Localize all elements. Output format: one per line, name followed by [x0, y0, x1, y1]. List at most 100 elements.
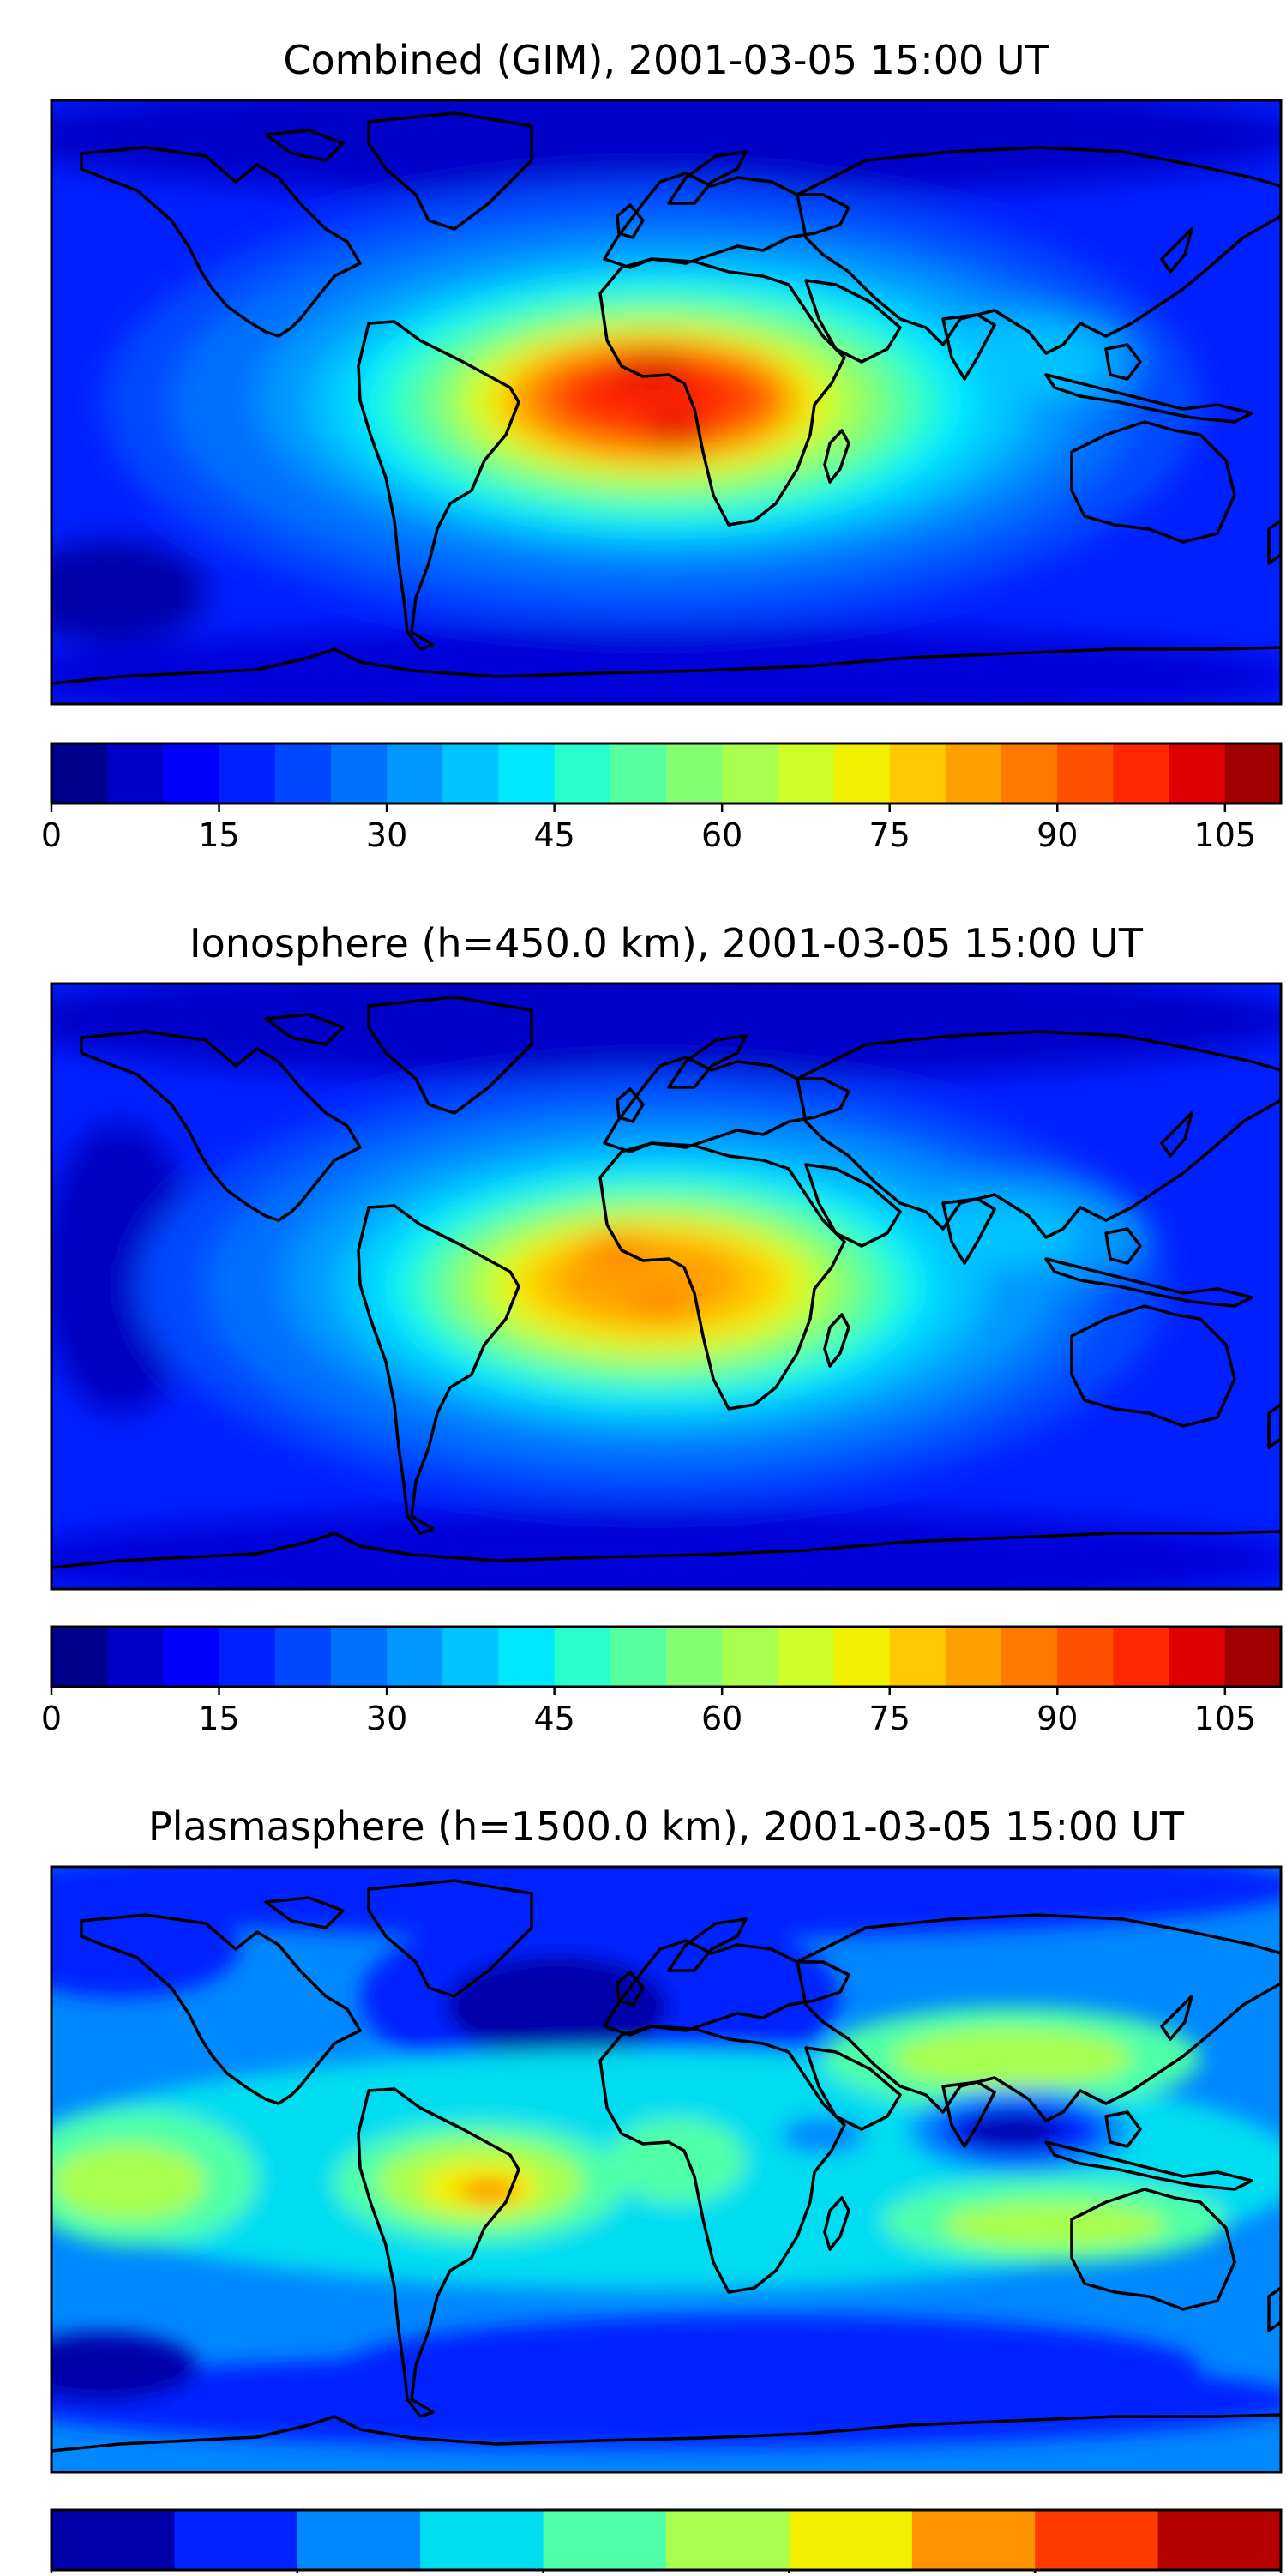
colorbar-tick-label: 45 — [533, 1700, 574, 1737]
coast-india — [941, 1197, 996, 1265]
coast-japan — [1160, 1995, 1193, 2041]
colorbar-cells — [51, 743, 1282, 803]
coast-antarctica — [51, 646, 1281, 685]
colorbar-cell — [610, 743, 667, 803]
colorbar-cell — [442, 743, 500, 803]
map-field — [51, 984, 1281, 1589]
colorbar-cell — [666, 2510, 790, 2570]
contour-90 — [583, 1234, 652, 1261]
low-region-south — [343, 2315, 1200, 2418]
colorbar-cell — [778, 743, 835, 803]
panel-title: Plasmasphere (h=1500.0 km), 2001-03-05 1… — [148, 1803, 1185, 1850]
panel-ionosphere: Ionosphere (h=450.0 km), 2001-03-05 15:0… — [41, 920, 1283, 1737]
coast-borneo — [1104, 1227, 1142, 1265]
coast-greenland — [367, 996, 533, 1115]
coast-greenland — [367, 111, 533, 231]
colorbar-tick-label: 0 — [41, 1700, 62, 1737]
coast-arabia — [804, 279, 902, 364]
colorbar-cell — [163, 743, 220, 803]
colorbar-tick-label: 15 — [198, 1700, 239, 1737]
coastlines — [51, 996, 1281, 1569]
colorbar-tick-label: 0 — [41, 816, 62, 854]
colorbar-cell — [297, 2510, 421, 2570]
colorbar-cell — [1001, 1627, 1058, 1687]
colorbar: 0510152025 — [50, 2508, 1283, 2576]
coast-uk — [616, 1971, 645, 2007]
colorbar-tick-label: 90 — [1037, 1700, 1078, 1737]
coast-south-america — [357, 1204, 520, 1535]
map-field — [51, 1867, 1281, 2472]
coast-asia — [796, 146, 1281, 355]
coast-madagascar — [823, 2196, 850, 2251]
panel-title: Ionosphere (h=450.0 km), 2001-03-05 15:0… — [189, 920, 1144, 966]
coast-new-zealand — [1267, 519, 1281, 565]
low-region-west-north — [51, 1895, 240, 1998]
coast-madagascar — [823, 429, 850, 484]
panel-plasmasphere: Plasmasphere (h=1500.0 km), 2001-03-05 1… — [50, 1803, 1283, 2576]
coast-south-america — [357, 2087, 520, 2418]
colorbar-cell — [174, 2510, 298, 2570]
coast-madagascar — [823, 1313, 850, 1368]
low-band-north — [51, 100, 1281, 197]
colorbar-cell — [1057, 1627, 1115, 1687]
colorbar-cell — [387, 1627, 443, 1687]
coast-india — [941, 313, 996, 381]
coast-uk — [616, 203, 645, 239]
colorbar-cell — [330, 1627, 388, 1687]
colorbar-cells — [51, 1627, 1282, 1687]
colorbar-cell — [1169, 1627, 1226, 1687]
colorbar-cell — [543, 2510, 667, 2570]
colorbar-cell — [107, 743, 164, 803]
coast-india — [941, 2080, 996, 2148]
coast-arctic-islands — [264, 129, 345, 162]
low-region-sw — [51, 540, 206, 643]
coast-africa — [598, 1141, 846, 1411]
colorbar-cell — [610, 1627, 667, 1687]
colorbar-tick-label: 30 — [366, 816, 407, 854]
coast-africa — [598, 257, 846, 527]
colorbar-tick-label: 105 — [1194, 1700, 1257, 1737]
colorbar-cell — [911, 2510, 1036, 2570]
colorbar-cell — [666, 1627, 723, 1687]
coast-borneo — [1104, 2110, 1142, 2148]
colorbar-cell — [219, 743, 276, 803]
colorbar-frame — [50, 2508, 1283, 2572]
colorbar-cell — [778, 1627, 835, 1687]
colorbar-tick-label: 75 — [869, 1700, 910, 1737]
yellow-green-pacific — [51, 2144, 206, 2221]
colorbar-cell — [833, 1627, 891, 1687]
panel-title: Combined (GIM), 2001-03-05 15:00 UT — [283, 37, 1049, 83]
contour-105 — [609, 353, 694, 384]
coast-uk — [616, 1087, 645, 1123]
colorbar-tick-label: 60 — [701, 1700, 742, 1737]
map-frame — [50, 982, 1283, 1591]
coast-asia — [796, 1030, 1281, 1239]
yellow-green-indian-ocean — [943, 2201, 1166, 2249]
coast-indonesia — [1044, 2140, 1253, 2191]
colorbar-cell — [498, 743, 556, 803]
colorbar-cell — [1001, 743, 1058, 803]
colorbar-tick-label: 105 — [1194, 816, 1257, 854]
green-africa — [609, 2118, 746, 2204]
colorbar-cell — [1157, 2510, 1282, 2570]
coast-japan — [1160, 1111, 1193, 1158]
colorbar-cell — [107, 1627, 164, 1687]
colorbar-cell — [1224, 743, 1282, 803]
coast-antarctica — [51, 1530, 1281, 1569]
colorbar-cell — [554, 1627, 611, 1687]
coast-greenland — [367, 1879, 533, 1998]
colorbar-cell — [1057, 743, 1115, 803]
colorbar-cell — [833, 743, 891, 803]
coast-asia — [796, 1913, 1281, 2122]
colorbar-cell — [274, 1627, 332, 1687]
coast-arabia — [804, 2046, 902, 2131]
blue-north-africa — [780, 2116, 866, 2154]
colorbar-cell — [219, 1627, 276, 1687]
contour-105b — [643, 419, 712, 447]
map-frame — [50, 99, 1283, 706]
colorbar-ticks: 0 15 30 45 60 75 90 105 — [41, 803, 1256, 854]
colorbar-cell — [889, 743, 946, 803]
colorbar-cells — [51, 2510, 1282, 2570]
colorbar-cell — [722, 1627, 778, 1687]
low-band-south — [51, 626, 1281, 704]
